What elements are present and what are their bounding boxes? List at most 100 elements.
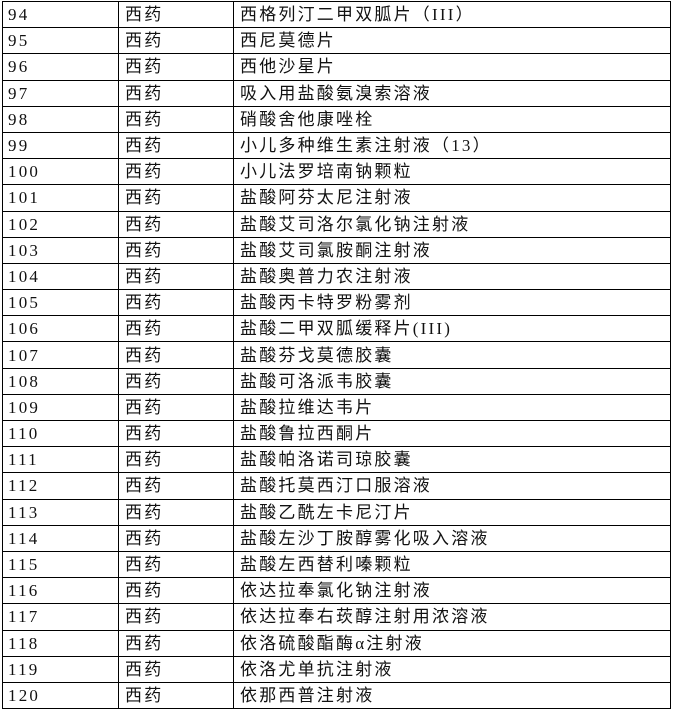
- row-number-cell: 119: [2, 655, 119, 683]
- row-number-cell: 116: [2, 577, 119, 605]
- row-number-cell: 111: [2, 446, 119, 474]
- row-number-cell: 109: [2, 393, 119, 422]
- table-row: 103 西药 盐酸艾司氯胺酮注射液: [2, 236, 671, 264]
- drug-name-cell: 依达拉奉氯化钠注射液: [233, 577, 671, 605]
- category-cell: 西药: [118, 577, 234, 605]
- category-cell: 西药: [118, 262, 234, 291]
- table-row: 108 西药 盐酸可洛派韦胶囊: [2, 367, 671, 395]
- drug-name-cell: 硝酸舍他康唑栓: [233, 105, 671, 133]
- table-row: 102 西药 盐酸艾司洛尔氯化钠注射液: [2, 210, 671, 238]
- row-number-cell: 118: [2, 629, 119, 657]
- drug-name-cell: 西他沙星片: [233, 53, 671, 81]
- row-number-cell: 95: [2, 27, 119, 55]
- row-number-cell: 114: [2, 524, 119, 552]
- category-cell: 西药: [118, 315, 234, 343]
- row-number-cell: 96: [2, 53, 119, 81]
- category-cell: 西药: [118, 236, 234, 264]
- drug-table-body: 94 西药 西格列汀二甲双胍片（III） 95 西药 西尼莫德片 96 西药 西他沙星片 97 西药…: [2, 0, 671, 710]
- category-cell: 西药: [118, 131, 234, 160]
- drug-name-cell: 西尼莫德片: [233, 27, 671, 55]
- drug-table: 94 西药 西格列汀二甲双胍片（III） 95 西药 西尼莫德片 96 西药 西他沙星片 97 西药…: [2, 0, 671, 710]
- table-row: 114 西药 盐酸左沙丁胺醇雾化吸入溶液: [2, 524, 671, 552]
- drug-name-cell: 盐酸可洛派韦胶囊: [233, 367, 671, 395]
- table-row: 98 西药 硝酸舍他康唑栓: [2, 105, 671, 133]
- table-row: 104 西药 盐酸奥普力农注射液: [2, 262, 671, 291]
- row-number-cell: 99: [2, 131, 119, 160]
- drug-name-cell: 西格列汀二甲双胍片（III）: [233, 0, 671, 29]
- category-cell: 西药: [118, 472, 234, 500]
- drug-name-cell: 盐酸托莫西汀口服溶液: [233, 472, 671, 500]
- table-row: 113 西药 盐酸乙酰左卡尼汀片: [2, 498, 671, 526]
- drug-name-cell: 盐酸鲁拉西酮片: [233, 419, 671, 448]
- row-number-cell: 110: [2, 419, 119, 448]
- drug-name-cell: 依洛硫酸酯酶α注射液: [233, 629, 671, 657]
- row-number-cell: 106: [2, 315, 119, 343]
- table-row: 119 西药 依洛尤单抗注射液: [2, 655, 671, 683]
- drug-name-cell: 盐酸芬戈莫德胶囊: [233, 341, 671, 369]
- drug-name-cell: 盐酸艾司氯胺酮注射液: [233, 236, 671, 264]
- row-number-cell: 117: [2, 603, 119, 631]
- drug-name-cell: 小儿法罗培南钠颗粒: [233, 158, 671, 186]
- table-row: 97 西药 吸入用盐酸氨溴索溶液: [2, 79, 671, 107]
- category-cell: 西药: [118, 184, 234, 212]
- category-cell: 西药: [118, 498, 234, 526]
- row-number-cell: 103: [2, 236, 119, 264]
- table-row: 110 西药 盐酸鲁拉西酮片: [2, 419, 671, 448]
- row-number-cell: 102: [2, 210, 119, 238]
- table-row: 106 西药 盐酸二甲双胍缓释片(III): [2, 315, 671, 343]
- category-cell: 西药: [118, 681, 234, 710]
- row-number-cell: 98: [2, 105, 119, 133]
- table-row: 109 西药 盐酸拉维达韦片: [2, 393, 671, 422]
- row-number-cell: 120: [2, 681, 119, 710]
- table-row: 120 西药 依那西普注射液: [2, 681, 671, 710]
- category-cell: 西药: [118, 289, 234, 317]
- drug-name-cell: 盐酸奥普力农注射液: [233, 262, 671, 291]
- drug-name-cell: 依那西普注射液: [233, 681, 671, 710]
- table-row: 115 西药 盐酸左西替利嗪颗粒: [2, 550, 671, 579]
- table-row: 95 西药 西尼莫德片: [2, 27, 671, 55]
- category-cell: 西药: [118, 550, 234, 579]
- table-row: 112 西药 盐酸托莫西汀口服溶液: [2, 472, 671, 500]
- category-cell: 西药: [118, 53, 234, 81]
- table-row: 117 西药 依达拉奉右莰醇注射用浓溶液: [2, 603, 671, 631]
- row-number-cell: 115: [2, 550, 119, 579]
- drug-name-cell: 盐酸艾司洛尔氯化钠注射液: [233, 210, 671, 238]
- table-row: 111 西药 盐酸帕洛诺司琼胶囊: [2, 446, 671, 474]
- category-cell: 西药: [118, 655, 234, 683]
- drug-name-cell: 盐酸二甲双胍缓释片(III): [233, 315, 671, 343]
- category-cell: 西药: [118, 79, 234, 107]
- drug-name-cell: 依洛尤单抗注射液: [233, 655, 671, 683]
- category-cell: 西药: [118, 0, 234, 29]
- row-number-cell: 112: [2, 472, 119, 500]
- drug-name-cell: 盐酸左沙丁胺醇雾化吸入溶液: [233, 524, 671, 552]
- category-cell: 西药: [118, 158, 234, 186]
- drug-name-cell: 盐酸左西替利嗪颗粒: [233, 550, 671, 579]
- category-cell: 西药: [118, 341, 234, 369]
- drug-name-cell: 吸入用盐酸氨溴索溶液: [233, 79, 671, 107]
- drug-name-cell: 盐酸乙酰左卡尼汀片: [233, 498, 671, 526]
- row-number-cell: 94: [2, 0, 119, 29]
- category-cell: 西药: [118, 210, 234, 238]
- drug-name-cell: 依达拉奉右莰醇注射用浓溶液: [233, 603, 671, 631]
- drug-name-cell: 盐酸阿芬太尼注射液: [233, 184, 671, 212]
- drug-name-cell: 盐酸帕洛诺司琼胶囊: [233, 446, 671, 474]
- table-row: 100 西药 小儿法罗培南钠颗粒: [2, 158, 671, 186]
- row-number-cell: 107: [2, 341, 119, 369]
- row-number-cell: 100: [2, 158, 119, 186]
- table-row: 99 西药 小儿多种维生素注射液（13）: [2, 131, 671, 160]
- table-row: 94 西药 西格列汀二甲双胍片（III）: [2, 0, 671, 29]
- table-row: 116 西药 依达拉奉氯化钠注射液: [2, 577, 671, 605]
- row-number-cell: 101: [2, 184, 119, 212]
- table-row: 105 西药 盐酸丙卡特罗粉雾剂: [2, 289, 671, 317]
- drug-name-cell: 小儿多种维生素注射液（13）: [233, 131, 671, 160]
- category-cell: 西药: [118, 603, 234, 631]
- table-row: 107 西药 盐酸芬戈莫德胶囊: [2, 341, 671, 369]
- category-cell: 西药: [118, 446, 234, 474]
- row-number-cell: 105: [2, 289, 119, 317]
- table-row: 96 西药 西他沙星片: [2, 53, 671, 81]
- drug-name-cell: 盐酸丙卡特罗粉雾剂: [233, 289, 671, 317]
- row-number-cell: 113: [2, 498, 119, 526]
- category-cell: 西药: [118, 629, 234, 657]
- row-number-cell: 108: [2, 367, 119, 395]
- row-number-cell: 104: [2, 262, 119, 291]
